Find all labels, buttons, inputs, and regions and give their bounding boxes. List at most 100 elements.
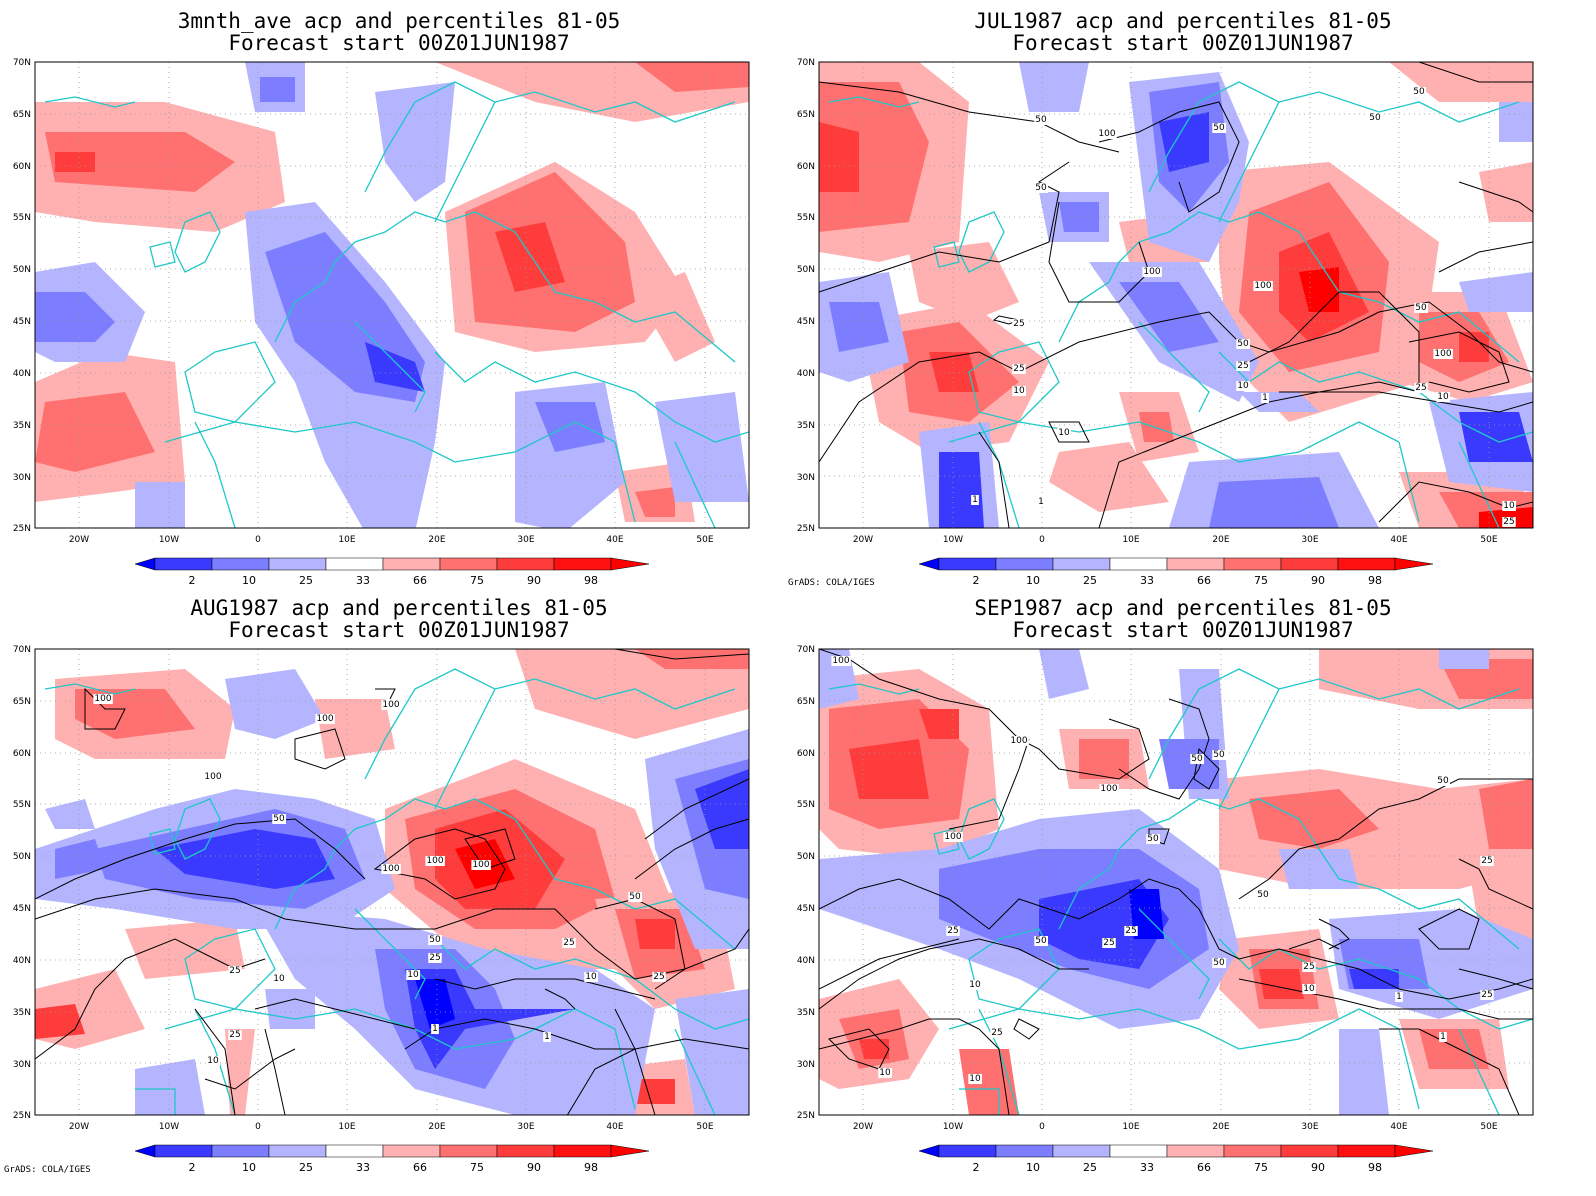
contour-label: 10 (407, 970, 419, 980)
lon-label: 30E (1301, 1122, 1318, 1132)
contour-label: 50 (429, 935, 441, 945)
lon-label: 10E (1122, 1122, 1139, 1132)
contour-label: 100 (316, 714, 333, 724)
contour-label: 100 (472, 860, 489, 870)
colorbar-label: 33 (356, 1161, 370, 1174)
colorbar-label: 33 (1140, 1161, 1154, 1174)
contour-label: 10 (585, 972, 597, 982)
map-panel-4: SEP1987 acp and percentiles 81-05 Foreca… (784, 587, 1582, 1185)
colorbar-label: 2 (973, 1161, 980, 1174)
colorbar-label: 98 (1368, 574, 1382, 587)
lat-label: 35N (797, 421, 815, 431)
contour-label: 10 (1503, 501, 1515, 511)
lon-axis-labels: 20W 10W 0 10E 20E 30E 40E 50E (853, 1122, 1498, 1132)
lat-label: 70N (797, 58, 815, 68)
contour-label: 1 (1038, 497, 1044, 507)
lon-label: 20E (428, 1122, 445, 1132)
lat-axis-labels: 70N 65N 60N 55N 50N 45N 40N 35N 30N 25N (797, 645, 815, 1121)
lon-label: 0 (255, 535, 261, 545)
contour-label: 10 (1437, 392, 1449, 402)
contour-label: 50 (1147, 834, 1159, 844)
map-panel-3: AUG1987 acp and percentiles 81-05 Foreca… (0, 587, 798, 1185)
lon-label: 20W (69, 535, 89, 545)
lon-label: 10W (159, 535, 179, 545)
lat-label: 50N (797, 265, 815, 275)
contour-label: 50 (1213, 123, 1225, 133)
lon-label: 20E (428, 535, 445, 545)
lon-label: 20E (1212, 535, 1229, 545)
contour-label: 25 (1503, 517, 1514, 527)
lon-label: 10W (159, 1122, 179, 1132)
lat-label: 65N (13, 110, 31, 120)
colorbar: 2 10 25 33 66 75 90 98 (919, 1145, 1433, 1174)
contour-label: 100 (1010, 736, 1027, 746)
lon-label: 0 (1039, 1122, 1045, 1132)
contour-label: 25 (563, 938, 574, 948)
colorbar-label: 98 (1368, 1161, 1382, 1174)
map-svg: 70N65N60N55N50N45N40N35N30N25N 20W 10W 0 10… (0, 0, 798, 598)
lat-label: 50N (13, 852, 31, 862)
lat-axis-labels: 70N 65N 60N 55N 50N 45N 40N 35N 30N 25N (13, 645, 31, 1121)
contour-label: 25 (1237, 361, 1248, 371)
lon-label: 20W (69, 1122, 89, 1132)
colorbar: 2 10 25 33 66 75 90 98 (135, 1145, 649, 1174)
lat-label: 50N (13, 265, 31, 275)
contour-label: 100 (1434, 349, 1451, 359)
contour-label: 1 (1396, 992, 1402, 1002)
contour-label: 10 (969, 980, 981, 990)
contour-label: 1 (432, 1024, 438, 1034)
lat-label: 35N (797, 1008, 815, 1018)
contour-label: 1 (1440, 1032, 1446, 1042)
lat-label: 70N (797, 645, 815, 655)
lat-label: 45N (797, 904, 815, 914)
lon-label: 50E (1480, 1122, 1497, 1132)
lon-label: 30E (517, 535, 534, 545)
contour-label: 50 (1413, 87, 1425, 97)
lat-label: 25N (13, 1111, 31, 1121)
contour-label: 100 (94, 694, 111, 704)
contour-label: 25 (429, 953, 440, 963)
lon-label: 10W (943, 535, 963, 545)
lat-label: 50N (797, 852, 815, 862)
lat-label: 25N (797, 524, 815, 534)
lon-label: 0 (1039, 535, 1045, 545)
colorbar-label: 33 (1140, 574, 1154, 587)
contour-label: 100 (382, 864, 399, 874)
colorbar-label: 10 (1026, 574, 1040, 587)
colorbar-label: 90 (527, 1161, 541, 1174)
lat-label: 60N (797, 749, 815, 759)
colorbar-label: 98 (584, 1161, 598, 1174)
lat-axis-labels: 70N 65N 60N 55N 50N 45N 40N 35N 30N 25N (797, 58, 815, 534)
contour-label: 100 (832, 656, 849, 666)
contour-label: 25 (1303, 962, 1314, 972)
lon-axis-labels: 20W 10W 0 10E 20E 30E 40E 50E (69, 535, 714, 545)
lon-label: 40E (606, 1122, 623, 1132)
lat-label: 35N (13, 421, 31, 431)
lon-axis-labels: 20W 10W 0 10E 20E 30E 40E 50E (69, 1122, 714, 1132)
lon-label: 10E (1122, 535, 1139, 545)
contour-label: 100 (426, 856, 443, 866)
lat-label: 60N (797, 162, 815, 172)
contour-label: 100 (1143, 267, 1160, 277)
lat-label: 55N (797, 213, 815, 223)
lat-label: 55N (13, 800, 31, 810)
contour-label: 50 (1257, 890, 1269, 900)
lon-label: 20W (853, 535, 873, 545)
colorbar-label: 75 (470, 574, 484, 587)
lon-label: 10W (943, 1122, 963, 1132)
contour-label: 50 (1035, 936, 1047, 946)
lat-label: 65N (797, 110, 815, 120)
lon-label: 50E (696, 535, 713, 545)
lat-label: 55N (797, 800, 815, 810)
colorbar-label: 2 (189, 1161, 196, 1174)
grads-credit: GrADS: COLA/IGES (4, 1165, 91, 1175)
contour-label: 25 (1415, 383, 1426, 393)
map-panel-1: 3mnth_ave acp and percentiles 81-05 Fore… (0, 0, 798, 598)
contour-label: 50 (629, 892, 641, 902)
contour-label: 100 (1100, 784, 1117, 794)
lat-label: 40N (797, 956, 815, 966)
shading-layer (35, 649, 749, 1115)
lat-label: 60N (13, 162, 31, 172)
lon-label: 20E (1212, 1122, 1229, 1132)
colorbar-label: 25 (299, 574, 313, 587)
